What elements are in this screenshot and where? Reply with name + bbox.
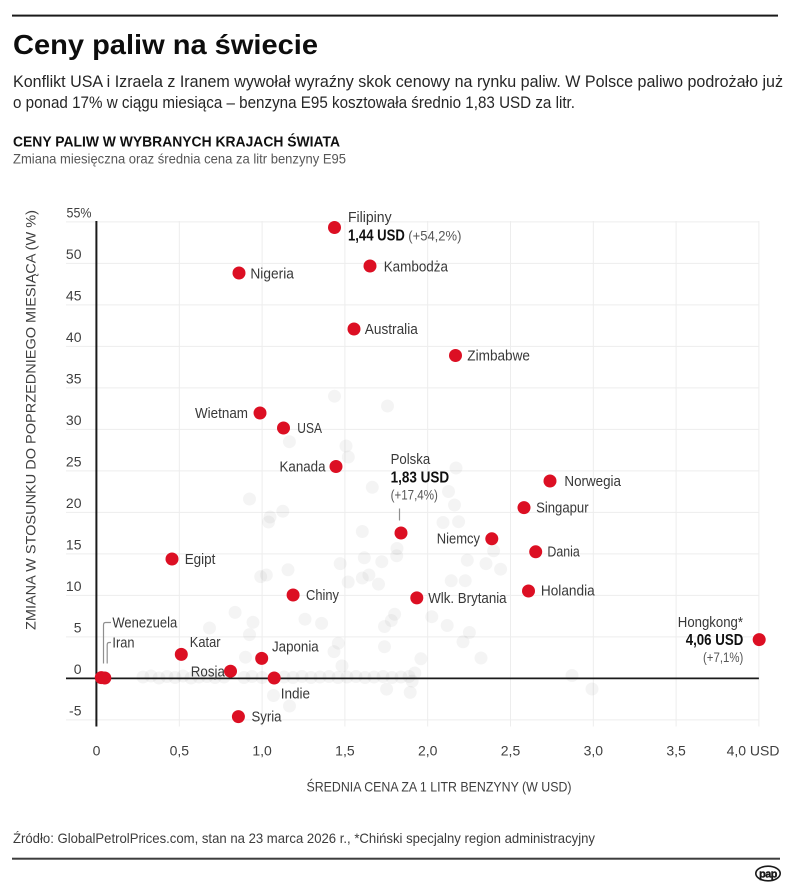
svg-text:20: 20 [66,495,82,511]
svg-text:Egipt: Egipt [185,552,216,568]
svg-text:Australia: Australia [365,322,419,338]
svg-text:Wenezuela: Wenezuela [112,616,178,632]
svg-text:2,0: 2,0 [418,743,438,759]
svg-text:Japonia: Japonia [272,640,320,656]
svg-text:Dania: Dania [547,545,580,561]
svg-text:Zimbabwe: Zimbabwe [467,349,530,365]
svg-text:5: 5 [74,619,82,635]
svg-text:Niemcy: Niemcy [437,531,481,547]
svg-text:USA: USA [297,421,322,437]
svg-text:1,5: 1,5 [335,743,355,759]
svg-text:Indie: Indie [281,687,310,703]
svg-text:pap: pap [759,868,778,880]
svg-text:Kanada: Kanada [280,460,327,476]
svg-text:Singapur: Singapur [536,500,589,516]
svg-text:Źródło: GlobalPetrolPrices.com: Źródło: GlobalPetrolPrices.com, stan na … [13,830,595,846]
svg-text:3,5: 3,5 [666,743,686,759]
svg-text:0,5: 0,5 [170,743,190,759]
svg-text:Wietnam: Wietnam [195,406,248,422]
svg-text:0: 0 [93,743,101,759]
svg-text:o ponad 17% w ciągu miesiąca –: o ponad 17% w ciągu miesiąca – benzyna E… [13,94,575,112]
svg-text:1,0: 1,0 [252,743,272,759]
svg-text:35: 35 [66,370,82,386]
svg-text:1,44 USD: 1,44 USD [348,228,405,245]
svg-text:2,5: 2,5 [501,743,521,759]
svg-text:Nigeria: Nigeria [250,266,294,282]
svg-text:50: 50 [66,246,82,262]
svg-text:Zmiana miesięczna oraz średnia: Zmiana miesięczna oraz średnia cena za l… [13,151,346,167]
svg-text:ZMIANA W STOSUNKU DO POPRZEDNI: ZMIANA W STOSUNKU DO POPRZEDNIEGO MIESIĄ… [23,210,39,630]
svg-text:Wlk. Brytania: Wlk. Brytania [428,591,507,607]
svg-text:25: 25 [66,453,82,469]
svg-text:Iran: Iran [112,636,134,652]
svg-text:0: 0 [74,661,82,677]
svg-text:40: 40 [66,329,82,345]
svg-text:Kambodża: Kambodża [384,259,449,275]
svg-text:Norwegia: Norwegia [564,474,621,490]
svg-text:55%: 55% [67,204,92,220]
svg-text:Katar: Katar [190,635,221,651]
svg-text:(+17,4%): (+17,4%) [391,487,438,503]
svg-text:10: 10 [66,578,82,594]
svg-text:3,0: 3,0 [584,743,604,759]
svg-text:(+54,2%): (+54,2%) [408,228,461,244]
svg-text:30: 30 [66,412,82,428]
svg-text:45: 45 [66,287,82,303]
svg-text:Rosja: Rosja [191,664,226,680]
svg-text:Polska: Polska [391,452,431,468]
svg-text:Konflikt USA i Izraela z Irane: Konflikt USA i Izraela z Iranem wywołał … [13,73,783,91]
svg-text:(+7,1%): (+7,1%) [703,649,743,665]
svg-text:4,0 USD: 4,0 USD [727,743,780,759]
svg-text:Hongkong*: Hongkong* [678,615,744,631]
svg-text:-5: -5 [69,702,82,718]
svg-text:Chiny: Chiny [306,588,340,604]
svg-text:CENY PALIW W WYBRANYCH KRAJACH: CENY PALIW W WYBRANYCH KRAJACH ŚWIATA [13,133,340,151]
svg-text:4,06 USD: 4,06 USD [686,632,744,649]
svg-text:Filipiny: Filipiny [348,210,392,226]
svg-text:Ceny paliw na świecie: Ceny paliw na świecie [13,29,318,60]
svg-text:ŚREDNIA CENA ZA 1 LITR BENZYNY: ŚREDNIA CENA ZA 1 LITR BENZYNY (W USD) [307,778,572,795]
svg-text:15: 15 [66,536,82,552]
svg-text:Holandia: Holandia [541,584,596,600]
svg-text:1,83 USD: 1,83 USD [391,470,450,487]
svg-text:Syria: Syria [252,710,283,726]
